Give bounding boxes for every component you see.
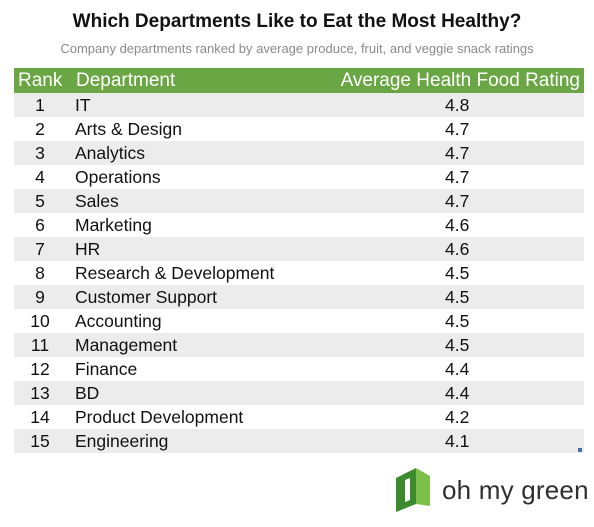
rank-cell: 1 — [35, 94, 45, 115]
table-row: 10 Accounting 4.5 — [14, 309, 584, 333]
rating-cell: 4.5 — [445, 262, 470, 283]
rank-cell: 12 — [30, 358, 50, 379]
chart-title: Which Departments Like to Eat the Most H… — [72, 11, 522, 32]
department-cell: Marketing — [75, 214, 152, 235]
department-cell: Arts & Design — [75, 118, 182, 139]
department-cell: BD — [75, 382, 100, 403]
header-department: Department — [76, 69, 176, 91]
department-cell: Management — [75, 334, 178, 355]
rank-cell: 2 — [35, 118, 45, 139]
table-row: 5 Sales 4.7 — [14, 189, 584, 213]
table-row: 14 Product Development 4.2 — [14, 405, 584, 429]
rank-cell: 6 — [35, 214, 45, 235]
rating-cell: 4.8 — [445, 94, 470, 115]
rank-cell: 3 — [35, 142, 45, 163]
rating-cell: 4.7 — [445, 190, 470, 211]
table-row: 7 HR 4.6 — [14, 237, 584, 261]
table-row: 15 Engineering 4.1 — [14, 429, 584, 453]
table-header-row: Rank Department Average Health Food Rati… — [14, 68, 584, 93]
rating-cell: 4.7 — [445, 166, 470, 187]
header-rank: Rank — [18, 69, 63, 91]
table-row: 4 Operations 4.7 — [14, 165, 584, 189]
rating-cell: 4.4 — [445, 382, 470, 403]
rank-cell: 15 — [30, 430, 50, 451]
department-cell: Sales — [75, 190, 119, 211]
table-corner-marker — [578, 448, 582, 452]
rating-cell: 4.5 — [445, 334, 470, 355]
table-row: 9 Customer Support 4.5 — [14, 285, 584, 309]
rating-cell: 4.2 — [445, 406, 470, 427]
rank-cell: 5 — [35, 190, 45, 211]
table-row: 2 Arts & Design 4.7 — [14, 117, 584, 141]
rank-cell: 10 — [30, 310, 50, 331]
department-cell: HR — [75, 238, 101, 259]
department-cell: Research & Development — [75, 262, 275, 283]
rating-cell: 4.4 — [445, 358, 470, 379]
rating-cell: 4.5 — [445, 286, 470, 307]
table-row: 1 IT 4.8 — [14, 93, 584, 117]
rating-cell: 4.5 — [445, 310, 470, 331]
table-row: 6 Marketing 4.6 — [14, 213, 584, 237]
rating-cell: 4.6 — [445, 214, 470, 235]
department-cell: Engineering — [75, 430, 169, 451]
rank-cell: 13 — [30, 382, 50, 403]
ranking-table: Rank Department Average Health Food Rati… — [14, 68, 584, 453]
chart-subtitle: Company departments ranked by average pr… — [60, 41, 534, 56]
department-cell: Operations — [75, 166, 161, 187]
brand-name: oh my green — [442, 474, 589, 505]
department-cell: Accounting — [75, 310, 162, 331]
leaf-block-icon — [396, 468, 430, 512]
rating-cell: 4.7 — [445, 118, 470, 139]
department-cell: Customer Support — [75, 286, 218, 307]
rating-cell: 4.7 — [445, 142, 470, 163]
department-cell: IT — [75, 94, 91, 115]
department-cell: Finance — [75, 358, 138, 379]
rank-cell: 9 — [35, 286, 45, 307]
table-row: 3 Analytics 4.7 — [14, 141, 584, 165]
rank-cell: 14 — [30, 406, 50, 427]
rank-cell: 8 — [35, 262, 45, 283]
department-cell: Product Development — [75, 406, 244, 427]
table-row: 8 Research & Development 4.5 — [14, 261, 584, 285]
header-rating: Average Health Food Rating — [340, 69, 580, 91]
rating-cell: 4.1 — [445, 430, 470, 451]
table-row: 11 Management 4.5 — [14, 333, 584, 357]
brand-logo: oh my green — [394, 466, 589, 514]
rank-cell: 4 — [35, 166, 45, 187]
rank-cell: 7 — [35, 238, 45, 259]
rating-cell: 4.6 — [445, 238, 470, 259]
rank-cell: 11 — [30, 334, 50, 355]
department-cell: Analytics — [75, 142, 146, 163]
table-row: 12 Finance 4.4 — [14, 357, 584, 381]
table-body: 1 IT 4.8 2 Arts & Design 4.7 3 Analytics 4.7 4 Ope… — [14, 93, 584, 453]
table-row: 13 BD 4.4 — [14, 381, 584, 405]
